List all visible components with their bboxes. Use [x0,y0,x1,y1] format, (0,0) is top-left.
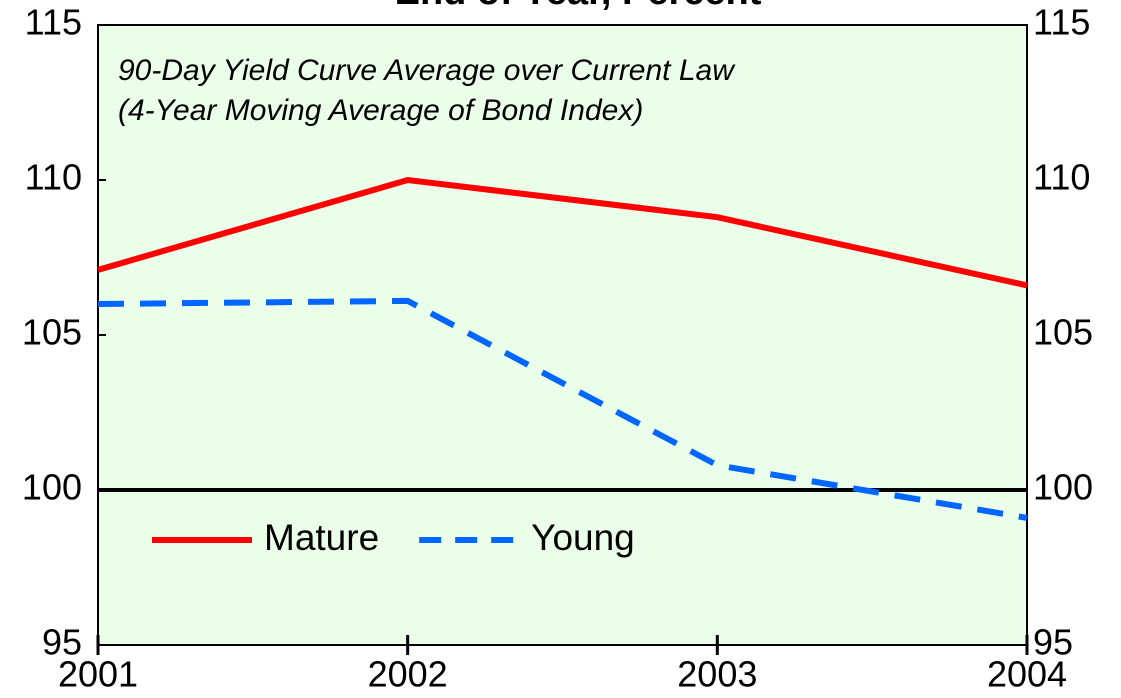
x-tick-label: 2003 [677,654,757,695]
y2-tick-label: 115 [1033,2,1090,43]
x-tick-label: 2004 [987,654,1067,695]
x-tick-label: 2001 [58,654,138,695]
y-tick-label: 95 [42,622,82,663]
series-line [97,176,1028,289]
y2-tick-label: 100 [1033,467,1093,508]
y-tick-label: 110 [25,157,82,198]
y2-tick-label: 110 [1033,157,1090,198]
annotation: 90-Day Yield Curve Average over Current … [118,54,736,87]
annotation: (4-Year Moving Average of Bond Index) [118,94,643,127]
y-tick-label: 115 [25,2,82,43]
series-line [97,297,1028,521]
plot-area [97,24,1028,646]
y-tick-label: 100 [22,467,82,508]
x-tick-label: 2002 [368,654,448,695]
chart-title: End of Year, Percent [395,0,762,13]
y-tick-label: 105 [22,312,82,353]
legend-label: Mature [264,517,379,558]
legend-label: Young [531,517,635,558]
y2-tick-label: 105 [1033,312,1093,353]
y2-tick-label: 95 [1033,622,1073,663]
